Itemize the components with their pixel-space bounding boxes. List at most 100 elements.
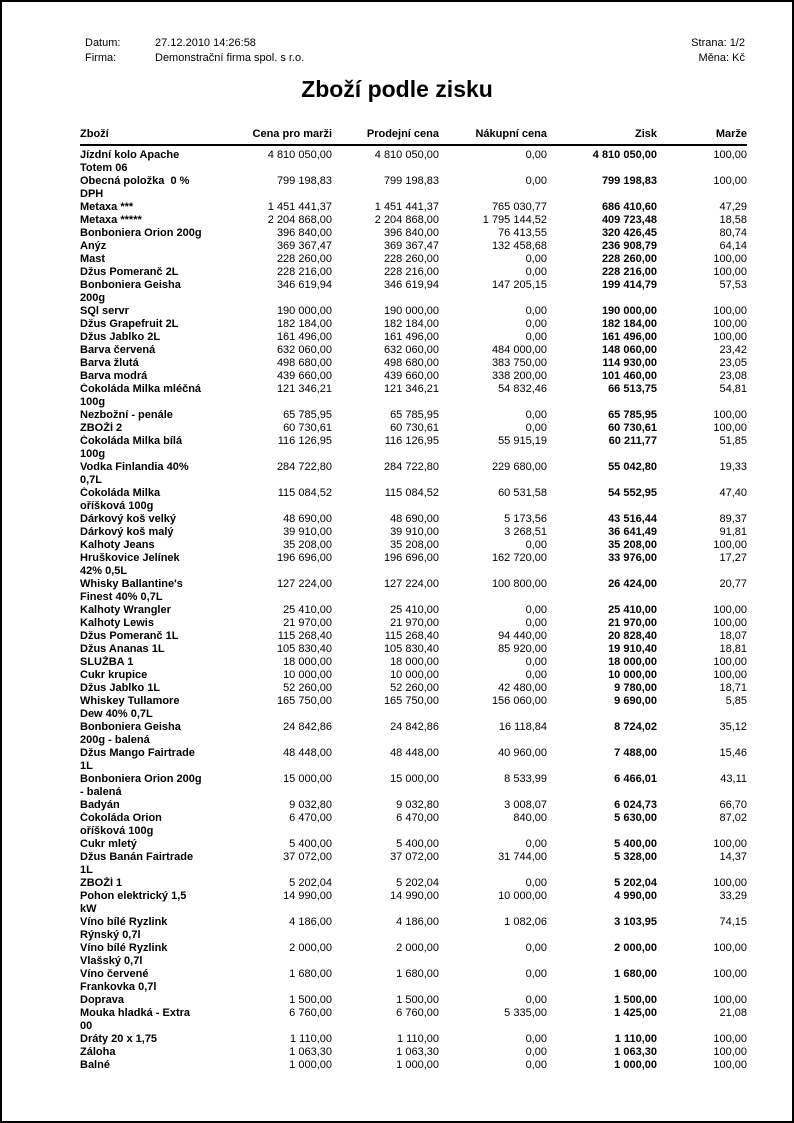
table-row: Nezbožní - penále 65 785,95 65 785,95 0,00 6… <box>80 409 747 422</box>
margin-value: 100,00 <box>713 253 747 265</box>
margin-value: 100,00 <box>713 409 747 421</box>
table-row: Vodka Finlandia 40% 0,7L 284 722,80 284 722… <box>80 461 747 487</box>
goods-name: Mast <box>80 253 228 266</box>
selling-price-value: 2 204 868,00 <box>374 214 439 226</box>
purchase-price-value: 0,00 <box>525 331 547 343</box>
company-label: Firma: <box>85 52 117 64</box>
goods-name-line: Džus Grapefruit 2L <box>80 318 179 330</box>
goods-name-line: Čokoláda Milka mléčná <box>80 383 202 395</box>
purchase-price-value: 0,00 <box>525 656 547 668</box>
selling-price-value: 121 346,21 <box>383 383 439 395</box>
selling-price-value: 115 268,40 <box>384 630 439 642</box>
selling-price-value: 346 619,94 <box>383 279 439 291</box>
goods-name: Džus Ananas 1L <box>80 643 228 656</box>
margin-price-value: 48 448,00 <box>283 747 332 759</box>
margin-value: 15,46 <box>719 747 747 759</box>
goods-name-line: Frankovka 0,7l <box>80 981 157 993</box>
purchase-price-value: 3 008,07 <box>504 799 547 811</box>
goods-name: Džus Pomeranč 2L <box>80 266 228 279</box>
goods-name: Hruškovice Jelínek 42% 0,5L <box>80 552 228 578</box>
meta-left: Datum: 27.12.2010 14:26:58 Firma: Demons… <box>85 36 304 66</box>
purchase-price-value: 765 030,77 <box>491 201 547 213</box>
selling-price-value: 5 202,04 <box>396 877 439 889</box>
selling-price-value: 14 990,00 <box>390 890 439 902</box>
margin-value: 47,29 <box>719 201 747 213</box>
goods-name-line: Cukr krupice <box>80 669 148 681</box>
purchase-price-value: 94 440,00 <box>498 630 547 642</box>
margin-price-value: 1 451 441,37 <box>267 201 332 213</box>
column-header-margin: Marže <box>715 128 747 140</box>
goods-name: Metaxa *** <box>80 201 228 214</box>
margin-value: 23,08 <box>719 370 747 382</box>
goods-name-line: Bonboniera Geisha <box>80 279 181 291</box>
purchase-price-value: 0,00 <box>525 318 547 330</box>
profit-value: 320 426,45 <box>601 227 657 239</box>
selling-price-value: 1 451 441,37 <box>374 201 439 213</box>
margin-value: 47,40 <box>719 487 747 499</box>
profit-value: 686 410,60 <box>601 201 657 213</box>
selling-price-value: 10 000,00 <box>390 669 439 681</box>
goods-name: Cukr mletý <box>80 838 228 851</box>
selling-price-value: 165 750,00 <box>383 695 439 707</box>
profit-value: 5 328,00 <box>614 851 657 863</box>
table-row: ZBOŽÍ 2 60 730,61 60 730,61 0,00 60 730,61 10… <box>80 422 747 435</box>
goods-name-line: Totem 06 <box>80 162 128 174</box>
goods-name: SQl servr <box>80 305 228 318</box>
report-meta: Datum: 27.12.2010 14:26:58 Firma: Demons… <box>2 2 792 66</box>
table-row: Metaxa *** 1 451 441,37 1 451 441,37 765 03… <box>80 201 747 214</box>
margin-value: 100,00 <box>713 617 747 629</box>
margin-value: 87,02 <box>719 812 747 824</box>
purchase-price-value: 40 960,00 <box>498 747 547 759</box>
margin-value: 100,00 <box>713 669 747 681</box>
profit-value: 7 488,00 <box>614 747 657 759</box>
selling-price-value: 52 260,00 <box>390 682 439 694</box>
table-row: Barva modrá 439 660,00 439 660,00 338 200,0… <box>80 370 747 383</box>
selling-price-value: 4 186,00 <box>396 916 439 928</box>
table-row: Džus Mango Fairtrade 1L 48 448,00 48 448,00… <box>80 747 747 773</box>
profit-value: 54 552,95 <box>608 487 657 499</box>
profit-value: 409 723,48 <box>601 214 657 226</box>
purchase-price-value: 8 533,99 <box>504 773 547 785</box>
margin-price-value: 6 760,00 <box>289 1007 332 1019</box>
table-header: Zboží Cena pro marži Prodejní cena Nákup… <box>80 128 747 146</box>
purchase-price-value: 54 832,46 <box>498 383 547 395</box>
profit-value: 236 908,79 <box>601 240 657 252</box>
margin-price-value: 498 680,00 <box>276 357 332 369</box>
purchase-price-value: 383 750,00 <box>491 357 547 369</box>
profit-value: 5 630,00 <box>614 812 657 824</box>
margin-value: 23,42 <box>719 344 747 356</box>
goods-name-line: Jízdní kolo Apache <box>80 149 180 161</box>
purchase-price-value: 0,00 <box>525 409 547 421</box>
goods-name: Čokoláda Milka mléčná 100g <box>80 383 228 409</box>
table-row: Džus Ananas 1L 105 830,40 105 830,40 85 920… <box>80 643 747 656</box>
profit-value: 26 424,00 <box>608 578 657 590</box>
goods-name-line: Metaxa *** <box>80 201 134 213</box>
purchase-price-value: 0,00 <box>525 669 547 681</box>
goods-name-line: 200g <box>80 292 106 304</box>
meta-right: Strana: 1/2 Měna: Kč <box>691 36 745 66</box>
meta-company-row: Firma: Demonstrační firma spol. s r.o. <box>85 51 304 66</box>
margin-value: 43,11 <box>720 773 747 785</box>
goods-name: Badyán <box>80 799 228 812</box>
margin-price-value: 9 032,80 <box>289 799 332 811</box>
profit-value: 1 000,00 <box>614 1059 657 1071</box>
profit-value: 1 425,00 <box>614 1007 657 1019</box>
profit-value: 55 042,80 <box>608 461 657 473</box>
goods-name-line: Čokoláda Orion <box>80 812 162 824</box>
table-row: Čokoláda Milka mléčná 100g 121 346,21 121 3… <box>80 383 747 409</box>
column-header-goods: Zboží <box>80 128 109 140</box>
purchase-price-value: 85 920,00 <box>498 643 547 655</box>
selling-price-value: 632 060,00 <box>383 344 439 356</box>
purchase-price-value: 0,00 <box>525 1046 547 1058</box>
goods-name-line: Metaxa ***** <box>80 214 142 226</box>
goods-name: Džus Grapefruit 2L <box>80 318 228 331</box>
purchase-price-value: 55 915,19 <box>498 435 547 447</box>
purchase-price-value: 0,00 <box>525 1059 547 1071</box>
margin-value: 100,00 <box>713 318 747 330</box>
table-row: Dárkový koš velký 48 690,00 48 690,00 5 173… <box>80 513 747 526</box>
margin-price-value: 52 260,00 <box>283 682 332 694</box>
table-row: SQl servr 190 000,00 190 000,00 0,00 190 000… <box>80 305 747 318</box>
margin-price-value: 60 730,61 <box>283 422 332 434</box>
goods-name: Anýz <box>80 240 228 253</box>
purchase-price-value: 0,00 <box>525 305 547 317</box>
